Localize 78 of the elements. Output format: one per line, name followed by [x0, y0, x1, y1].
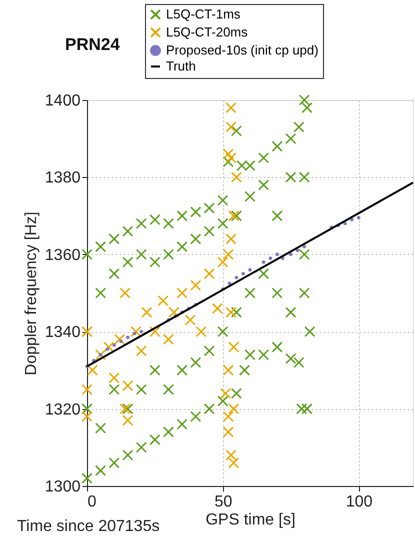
point [275, 252, 279, 256]
legend-label: L5Q-CT-1ms [166, 6, 241, 22]
point [225, 152, 236, 164]
point [225, 102, 236, 114]
point [234, 276, 238, 280]
y-tick-label: 1380 [44, 170, 81, 187]
point [268, 256, 272, 260]
point [140, 330, 144, 334]
point [217, 256, 228, 268]
chart-title: PRN24 [65, 35, 120, 54]
y-tick-label: 1360 [44, 246, 81, 264]
y-axis-title: Doppler frequency [Hz] [22, 212, 40, 376]
point [163, 334, 174, 345]
point [132, 332, 136, 336]
point [95, 349, 106, 360]
point [228, 282, 232, 286]
point [98, 353, 102, 356]
point [222, 411, 234, 422]
point [350, 218, 354, 222]
point [228, 210, 240, 222]
point [82, 411, 92, 422]
point [228, 342, 240, 353]
point [356, 216, 360, 220]
point [225, 122, 236, 133]
point [222, 248, 234, 260]
point [225, 306, 236, 318]
point [120, 288, 131, 298]
y-tick-label: 1320 [44, 401, 81, 418]
point [220, 388, 232, 399]
point [248, 268, 252, 272]
x-tick-label: 50 [214, 494, 232, 510]
x-axis-title: GPS time [s] [206, 512, 296, 528]
point [204, 268, 215, 280]
point [108, 372, 120, 384]
point [158, 295, 169, 306]
y-tick-label: 1400 [44, 92, 81, 110]
point [176, 288, 188, 298]
point [343, 222, 347, 226]
point [141, 306, 152, 318]
point [262, 260, 266, 264]
point [241, 272, 245, 276]
y-tick-label: 1300 [44, 478, 81, 496]
point [289, 252, 292, 256]
point [190, 280, 202, 291]
point [122, 414, 134, 426]
point [120, 403, 131, 414]
y-tick-label: 1340 [44, 324, 81, 342]
text: Time since 207135s [17, 518, 160, 535]
point [225, 450, 236, 461]
point [122, 380, 134, 392]
point [225, 233, 236, 244]
point [106, 347, 110, 351]
point [228, 403, 240, 414]
point [119, 340, 123, 343]
point [222, 426, 234, 438]
x-tick-label: 0 [88, 494, 96, 510]
point [222, 364, 234, 376]
legend-label: Truth [166, 58, 196, 74]
point [196, 326, 207, 338]
point [82, 384, 92, 395]
point [149, 326, 160, 338]
point [103, 342, 114, 353]
point [114, 334, 126, 345]
point [228, 457, 240, 468]
point [126, 336, 130, 340]
legend-label: Proposed-10s (init cp upd) [166, 42, 318, 58]
point [230, 172, 242, 183]
point [86, 364, 98, 376]
point [136, 345, 147, 356]
point [130, 326, 142, 338]
point [302, 244, 306, 248]
point [212, 302, 223, 314]
legend-label: L5Q-CT-20ms [166, 24, 248, 40]
point [222, 148, 234, 160]
x-tick-label: 100 [346, 494, 373, 510]
point [112, 343, 116, 347]
point [184, 314, 196, 326]
point [168, 306, 180, 318]
